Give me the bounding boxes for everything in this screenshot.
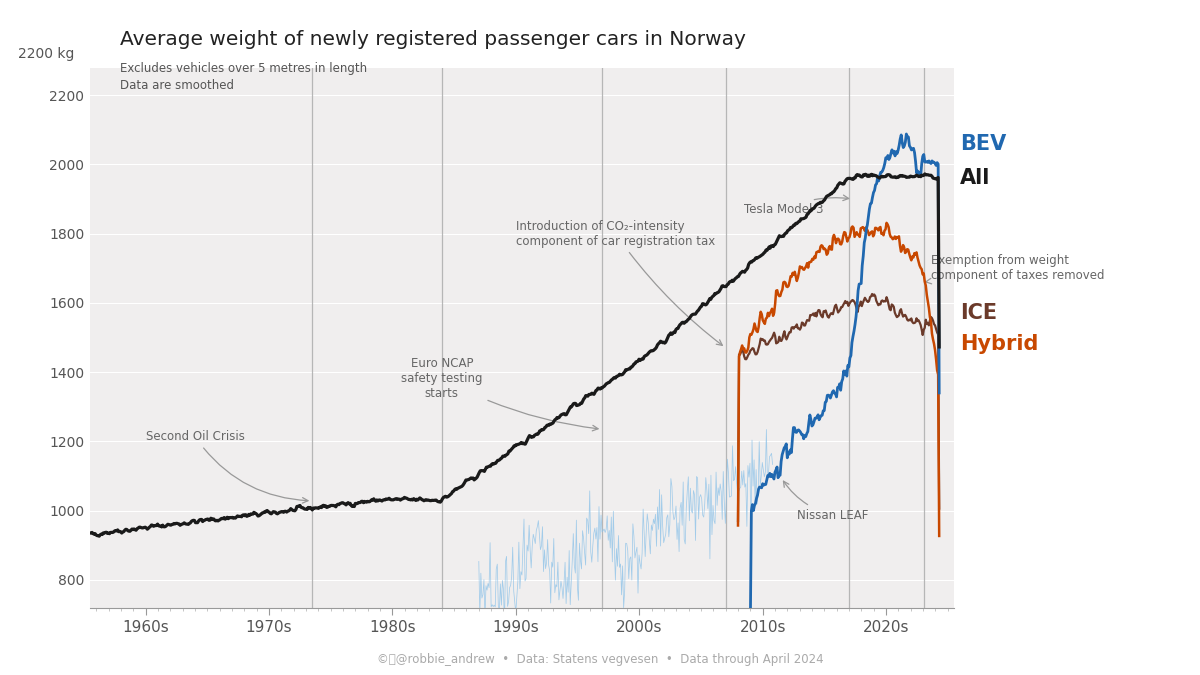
Text: 2200 kg: 2200 kg bbox=[18, 47, 74, 61]
Text: BEV: BEV bbox=[960, 134, 1007, 154]
Text: Second Oil Crisis: Second Oil Crisis bbox=[145, 430, 308, 503]
Text: Hybrid: Hybrid bbox=[960, 334, 1038, 354]
Text: Nissan LEAF: Nissan LEAF bbox=[784, 481, 869, 522]
Text: All: All bbox=[960, 168, 990, 188]
Text: Data are smoothed: Data are smoothed bbox=[120, 79, 234, 92]
Text: ©ⓒ@robbie_andrew  •  Data: Statens vegvesen  •  Data through April 2024: ©ⓒ@robbie_andrew • Data: Statens vegvese… bbox=[377, 653, 823, 666]
Text: ICE: ICE bbox=[960, 303, 997, 323]
Text: Exemption from weight
component of taxes removed: Exemption from weight component of taxes… bbox=[925, 254, 1104, 284]
Text: Excludes vehicles over 5 metres in length: Excludes vehicles over 5 metres in lengt… bbox=[120, 62, 367, 75]
Text: Euro NCAP
safety testing
starts: Euro NCAP safety testing starts bbox=[401, 357, 598, 431]
Text: Introduction of CO₂-intensity
component of car registration tax: Introduction of CO₂-intensity component … bbox=[516, 219, 722, 346]
Text: Average weight of newly registered passenger cars in Norway: Average weight of newly registered passe… bbox=[120, 30, 746, 49]
Text: Tesla Model 3: Tesla Model 3 bbox=[744, 195, 848, 216]
